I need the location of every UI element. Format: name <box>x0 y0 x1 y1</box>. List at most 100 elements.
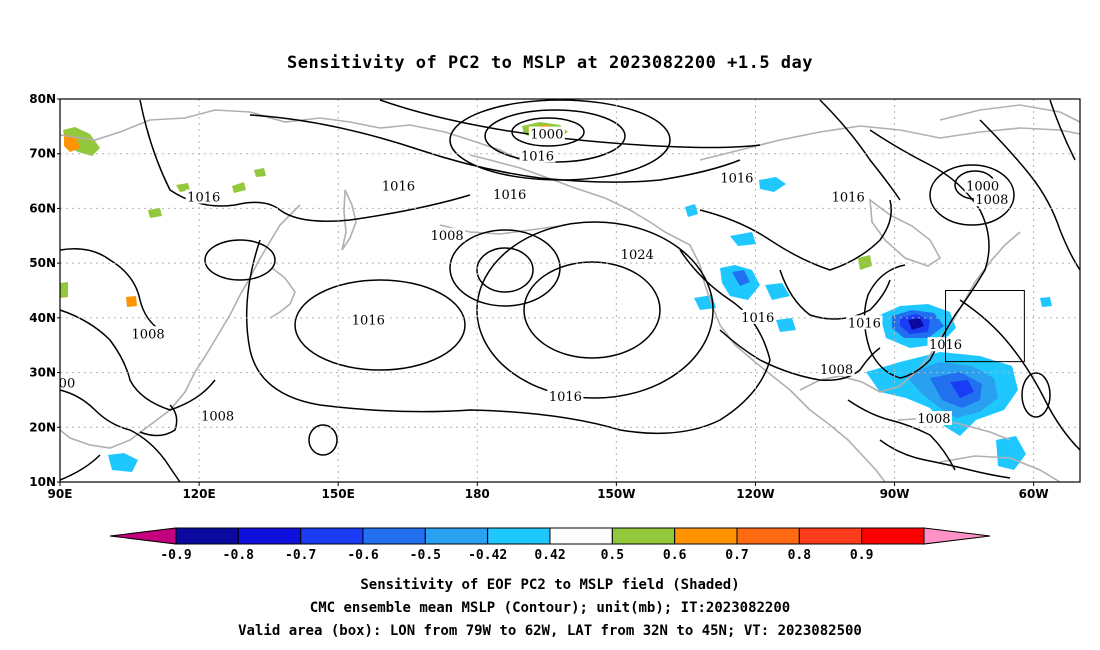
shade-patch <box>60 282 68 298</box>
shade-patch <box>765 283 790 300</box>
contour-1016-na-east <box>979 119 1081 271</box>
contour-low-1016-west <box>449 229 561 307</box>
contour-label-bg <box>56 375 77 390</box>
contour-sw <box>139 404 178 437</box>
contour-label-bg <box>547 389 584 404</box>
colorbar-tick-label: 0.42 <box>534 548 565 563</box>
contour-label: 1008 <box>975 193 1008 208</box>
colorbar-tick-label: -0.8 <box>223 548 254 563</box>
contour-label: 1016 <box>382 180 415 195</box>
lat-tick-label: 40N <box>29 311 56 325</box>
lon-tick-label: 90E <box>48 487 73 501</box>
coastline-japan <box>269 267 296 319</box>
contour-1016-na-west <box>699 199 892 271</box>
colorbar-swatch <box>736 527 800 545</box>
shade-patch <box>232 182 246 193</box>
contour-label-bg <box>350 312 387 327</box>
contour-label: 1008 <box>820 363 853 378</box>
shade-patch <box>1040 297 1052 307</box>
lat-tick-label: 10N <box>29 475 56 489</box>
lon-tick-label: 120E <box>182 487 215 501</box>
contour-1008-asia-3 <box>59 454 101 481</box>
coastline-south-america <box>939 455 1061 483</box>
lon-tick-label: 90W <box>880 487 910 501</box>
contour-label-bg <box>199 408 236 423</box>
contour-ne-2 <box>1049 99 1076 161</box>
contour-se-1008 <box>879 439 1011 479</box>
contour-arctic <box>379 99 761 149</box>
contour-label-bg <box>973 192 1010 207</box>
colorbar-swatch <box>549 527 613 545</box>
contour-label-bg <box>528 126 565 141</box>
contour-label: 1008 <box>431 229 464 244</box>
contour-label: 1008 <box>201 409 234 424</box>
contour-label-bg <box>185 189 222 204</box>
contour-labels: 1000101610161016101610161016100010081024… <box>56 126 1010 427</box>
contour-high-1016-small-a <box>204 239 276 281</box>
contour-label-bg <box>964 178 1001 193</box>
colorbar-tick-label: -0.9 <box>160 548 191 563</box>
contour-1016-west <box>139 99 471 222</box>
contour-north <box>249 114 741 183</box>
contour-label: 1016 <box>352 314 385 329</box>
contour-1016-na-mid <box>779 269 891 320</box>
colorbar-swatch <box>487 527 551 545</box>
colorbar-tick-label: -0.42 <box>468 548 507 563</box>
coastline-greenland <box>939 104 1081 123</box>
contour-label-bg <box>380 178 417 193</box>
shade-patch <box>759 177 786 192</box>
contour-label: 1000 <box>530 128 563 143</box>
contour-high-atlantic <box>1021 372 1051 418</box>
contour-high-1016-west <box>294 279 466 371</box>
contour-high-1024 <box>523 261 661 359</box>
shade-patch <box>858 255 872 270</box>
coastline-east-asia <box>59 204 301 449</box>
contour-label: 1016 <box>720 171 753 186</box>
contour-label: 1008 <box>132 327 165 342</box>
shade-patch <box>732 270 750 286</box>
shade-patch <box>108 453 138 472</box>
lat-tick-label: 20N <box>29 420 56 434</box>
contour-ne <box>819 99 901 201</box>
contour-label: 1016 <box>848 316 881 331</box>
colorbar-low-extension <box>109 527 177 545</box>
shade-patch <box>776 318 796 332</box>
contour-label-bg <box>519 148 556 163</box>
colorbar-swatch <box>362 527 426 545</box>
colorbar-swatch <box>611 527 676 545</box>
shade-patch <box>908 318 924 330</box>
coastline-asia <box>59 109 521 161</box>
coastline-na-west <box>664 231 791 391</box>
colorbar-swatch <box>861 527 925 545</box>
colorbar: -0.9 -0.8 -0.7 -0.6 -0.5 -0.42 0.42 0.5 0.6 0.7 0.… <box>109 527 991 563</box>
lon-tick-label: 180 <box>465 487 490 501</box>
contour-1008-na <box>719 329 881 382</box>
coastline-alaska <box>469 154 666 233</box>
contour-label-bg <box>718 170 755 185</box>
contour-label-bg <box>491 186 528 201</box>
contour-label-bg <box>830 189 867 204</box>
contour-label: 1016 <box>521 149 554 164</box>
contour-label-bg <box>846 315 883 330</box>
shade-patch <box>126 296 137 307</box>
contour-label-bg <box>130 326 167 341</box>
contour-low-1008-canada <box>929 164 1015 226</box>
colorbar-high-extension <box>923 527 991 545</box>
colorbar-tick-label: 0.5 <box>601 548 624 563</box>
contour-label: 1024 <box>621 248 654 263</box>
shade-patch <box>254 168 266 177</box>
lon-tick-label: 120W <box>736 487 774 501</box>
lat-tick-label: 80N <box>29 92 56 106</box>
colorbar-tick-label: 0.9 <box>850 548 873 563</box>
shade-patch <box>64 134 80 152</box>
coastline-kamchatka <box>341 189 357 251</box>
coastlines <box>59 104 1081 483</box>
coastline-central-america <box>789 389 886 483</box>
contour-1016-asia <box>59 248 161 331</box>
axis-tick-labels: 90E 120E 150E 180 150W 120W 90W 60W 80N 70N 60N 50N… <box>29 92 1048 501</box>
lat-tick-label: 70N <box>29 147 56 161</box>
shade-patch <box>950 380 974 398</box>
map-frame <box>59 98 1081 483</box>
colorbar-swatch <box>424 527 489 545</box>
